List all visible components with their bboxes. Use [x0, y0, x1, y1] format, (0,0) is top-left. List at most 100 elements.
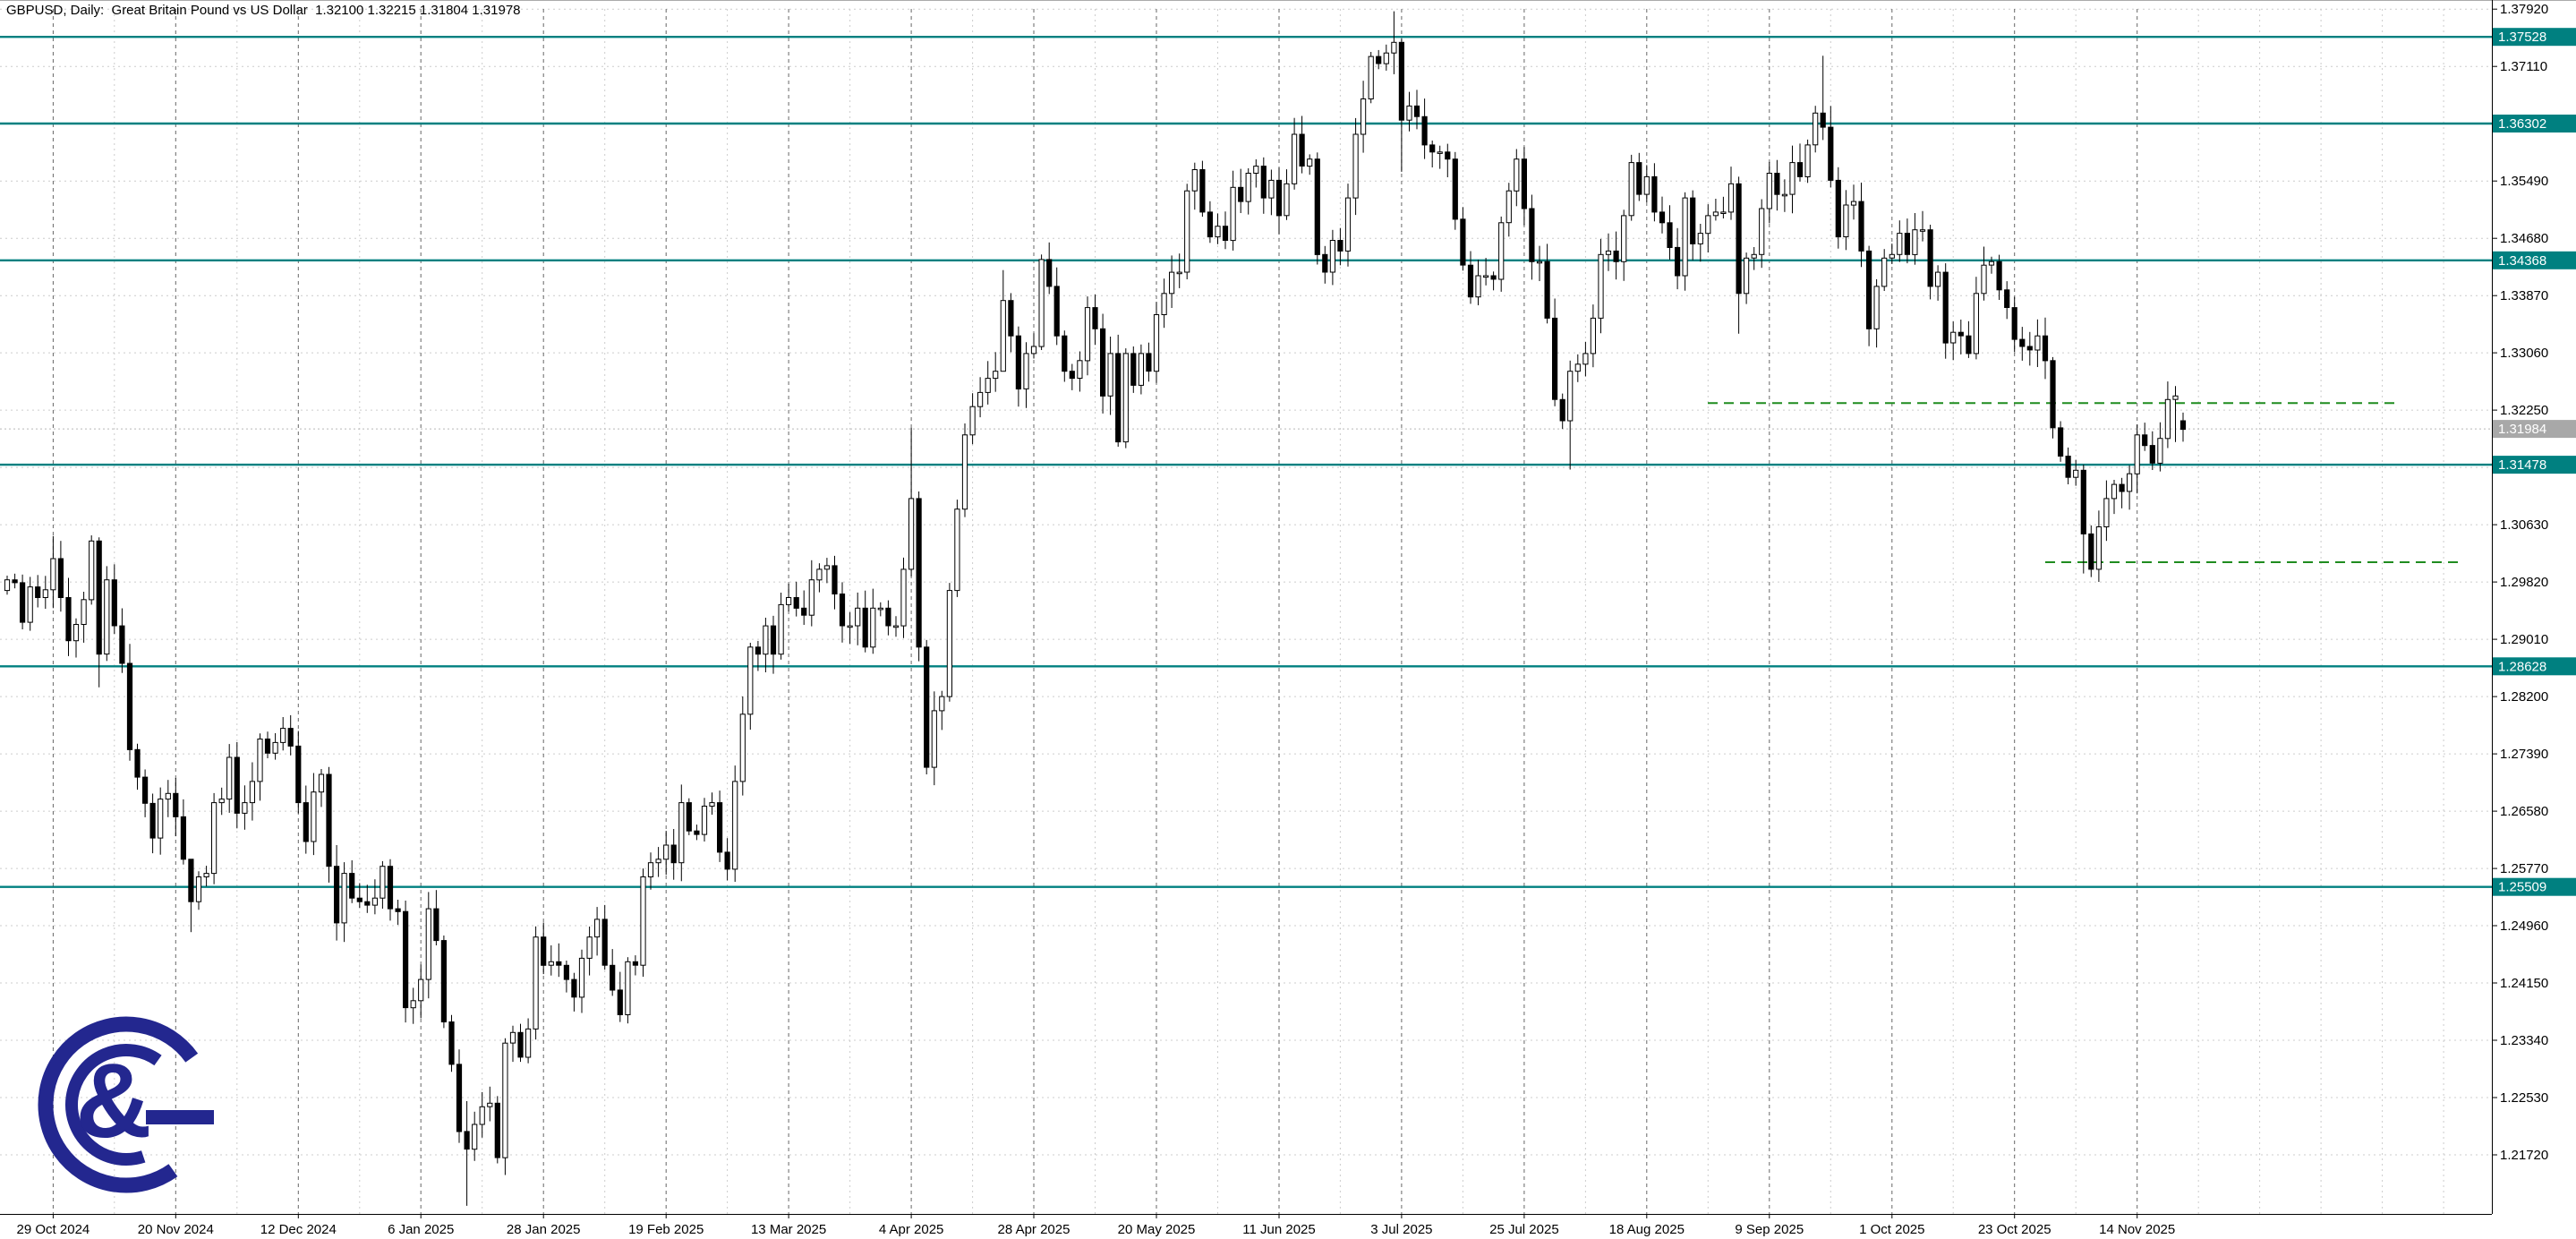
- price-tick-label: 1.21720: [2500, 1148, 2548, 1163]
- candle: [617, 989, 623, 1016]
- candle: [2134, 434, 2140, 474]
- candle: [541, 936, 547, 966]
- candle: [1467, 264, 1474, 298]
- candle: [1744, 257, 1750, 295]
- candle: [104, 579, 110, 655]
- candle: [701, 806, 708, 835]
- candle: [27, 586, 33, 623]
- candle: [234, 756, 240, 814]
- candle: [1046, 259, 1053, 287]
- candle: [425, 908, 431, 980]
- price-tick-label: 1.26580: [2500, 804, 2548, 819]
- candle: [770, 625, 777, 655]
- candle: [1344, 197, 1352, 252]
- candle: [295, 745, 302, 804]
- candle: [1008, 300, 1014, 337]
- candle: [801, 607, 807, 616]
- candle: [50, 558, 56, 591]
- svg-text:1.28628: 1.28628: [2498, 659, 2546, 674]
- date-tick-label: 1 Oct 2025: [1859, 1222, 1924, 1237]
- candle: [1383, 52, 1389, 64]
- candle: [134, 748, 141, 778]
- candle: [487, 1102, 493, 1107]
- candle: [2065, 456, 2071, 478]
- horizontal-level-lines[interactable]: [0, 36, 2492, 888]
- candle: [694, 830, 700, 835]
- candle: [678, 802, 685, 864]
- candle: [847, 625, 853, 628]
- price-tick-label: 1.25770: [2500, 861, 2548, 876]
- date-tick-label: 28 Jan 2025: [507, 1222, 581, 1237]
- candle: [1421, 115, 1428, 146]
- candle: [1084, 307, 1091, 362]
- candle: [111, 579, 117, 627]
- level-price-badge: 1.34368: [2493, 251, 2576, 269]
- candle: [2111, 483, 2118, 500]
- candle: [318, 773, 325, 793]
- candle: [158, 799, 164, 839]
- candle: [908, 498, 915, 570]
- candle: [1789, 162, 1796, 195]
- price-axis[interactable]: 1.37920 1.37110 1.35490 1.34680 1.33870 1.330…: [2492, 2, 2576, 1163]
- candle: [440, 940, 447, 1022]
- date-tick-label: 29 Oct 2024: [17, 1222, 90, 1237]
- candle: [1996, 261, 2002, 291]
- candle: [1904, 233, 1911, 255]
- candle: [900, 568, 907, 627]
- candle: [1413, 105, 1420, 117]
- candle: [119, 625, 125, 664]
- candle: [1712, 211, 1719, 217]
- candle: [1062, 335, 1068, 372]
- candle: [1199, 169, 1206, 213]
- candle: [670, 844, 677, 864]
- candle: [242, 802, 248, 814]
- candle: [1858, 201, 1864, 252]
- candle: [1567, 371, 1574, 422]
- candle: [349, 873, 355, 899]
- candle: [2073, 469, 2079, 478]
- candle: [739, 713, 746, 782]
- candle: [2142, 434, 2148, 447]
- date-tick-label: 9 Sep 2025: [1735, 1222, 1804, 1237]
- candle: [188, 859, 194, 902]
- price-tick-label: 1.33870: [2500, 288, 2548, 303]
- date-tick-label: 12 Dec 2024: [260, 1222, 337, 1237]
- candle: [1000, 300, 1006, 372]
- date-tick-label: 20 Nov 2024: [138, 1222, 214, 1237]
- candle: [1697, 233, 1703, 244]
- candle: [724, 851, 730, 870]
- level-price-badge: 1.28628: [2493, 657, 2576, 676]
- candle: [916, 498, 922, 648]
- candle: [1889, 253, 1895, 259]
- candle: [1835, 179, 1841, 238]
- candle: [272, 741, 278, 754]
- date-axis[interactable]: 29 Oct 2024 20 Nov 2024 12 Dec 2024 6 Jan 2…: [17, 1214, 2176, 1237]
- candle: [356, 897, 363, 902]
- candle: [1559, 398, 1565, 422]
- candle: [494, 1102, 500, 1158]
- candle: [1498, 222, 1505, 280]
- candle: [647, 862, 654, 878]
- candle: [1552, 317, 1558, 400]
- candle: [1275, 179, 1283, 217]
- candle: [1030, 346, 1037, 355]
- candle: [1598, 253, 1604, 319]
- candle: [311, 791, 317, 842]
- candle: [380, 866, 386, 899]
- candle: [1727, 183, 1735, 213]
- candle: [2011, 307, 2017, 340]
- candle: [1292, 133, 1298, 184]
- candle: [1169, 271, 1175, 295]
- candle: [165, 792, 171, 800]
- candle: [1215, 226, 1221, 238]
- candle: [1429, 144, 1436, 153]
- candle: [1843, 204, 1849, 237]
- candle: [1804, 144, 1811, 177]
- candle: [1161, 293, 1167, 315]
- candle: [218, 799, 225, 804]
- candle: [57, 558, 64, 598]
- broker-logo: &: [38, 1016, 214, 1193]
- candle: [709, 802, 715, 807]
